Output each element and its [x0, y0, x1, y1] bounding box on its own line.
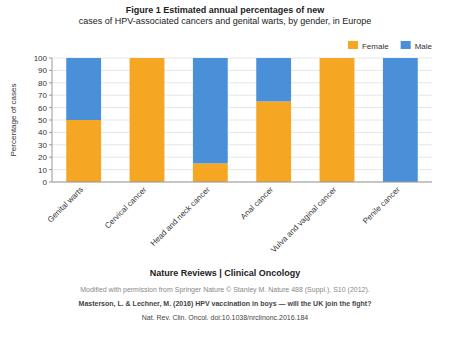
tick-label: 0	[43, 178, 48, 187]
grid-line	[52, 120, 432, 121]
y-axis: 0 10 20 30 40 50 60 70 80 90 100	[34, 54, 432, 187]
bar	[320, 58, 355, 182]
annotation: Nat. Rev. Clin. Oncol. doi:10.1038/nrcli…	[142, 314, 309, 321]
tick-label: Genital warts	[46, 185, 85, 224]
tick-label: 40	[38, 128, 47, 137]
tick-label: Penile cancer	[361, 185, 402, 226]
bar	[66, 120, 101, 182]
chart-container: Figure 1 Estimated annual percentages of…	[0, 0, 450, 338]
legend: Female Male	[348, 41, 433, 51]
y-axis-label: Percentage of cases	[9, 84, 18, 157]
title: Figure 1 Estimated annual percentages of…	[79, 5, 372, 26]
tick-label: 10	[38, 166, 47, 175]
tick-label: 70	[38, 91, 47, 100]
legend-item: Female	[348, 41, 389, 51]
grid-line	[52, 95, 432, 96]
annotation: Nature Reviews | Clinical Oncology	[150, 268, 301, 278]
tick-label: Cervical cancer	[103, 185, 149, 231]
title-line: cases of HPV-associated cancers and geni…	[79, 16, 372, 26]
bar	[193, 163, 228, 182]
annotation: Masterson, L. & Lechner, M. (2016) HPV v…	[79, 300, 372, 308]
tick-label: Anal cancer	[239, 185, 275, 221]
grid-line	[52, 182, 432, 183]
grid-line	[52, 70, 432, 71]
tick-label: Vulva and vaginal cancer	[269, 185, 339, 255]
title-line: Figure 1 Estimated annual percentages of…	[126, 5, 326, 15]
tick-label: 20	[38, 153, 47, 162]
legend-label: Male	[415, 42, 433, 51]
tick-label: 90	[38, 66, 47, 75]
bar	[130, 58, 165, 59]
tick-label: 100	[34, 54, 48, 63]
grid-line	[52, 132, 432, 133]
annotation: Modified with permission from Springer N…	[80, 286, 370, 294]
grid-line	[52, 82, 432, 83]
y-axis-line	[52, 58, 53, 182]
bar	[130, 58, 165, 182]
bar	[256, 101, 291, 182]
chart-svg: Figure 1 Estimated annual percentages of…	[0, 0, 450, 338]
tick-label: 80	[38, 79, 47, 88]
grid-line	[52, 169, 432, 170]
grid-line	[52, 144, 432, 145]
x-axis: Genital warts Cervical cancerHead and nec…	[46, 185, 402, 255]
bar	[383, 58, 418, 182]
legend-swatch	[401, 41, 411, 49]
grid-line	[52, 157, 432, 158]
bar	[320, 58, 355, 59]
grid-line	[52, 107, 432, 108]
bar	[256, 58, 291, 101]
legend-label: Female	[362, 42, 389, 51]
bar	[66, 58, 101, 120]
legend-swatch	[348, 41, 358, 49]
tick-label: Head and neck cancer	[149, 185, 212, 248]
grid-line	[52, 58, 432, 59]
x-axis-line	[52, 182, 432, 183]
bar	[193, 58, 228, 163]
tick-label: 60	[38, 104, 47, 113]
legend-item: Male	[401, 41, 433, 51]
tick-label: 50	[38, 116, 47, 125]
bars	[66, 58, 418, 182]
tick-label: 30	[38, 141, 47, 150]
